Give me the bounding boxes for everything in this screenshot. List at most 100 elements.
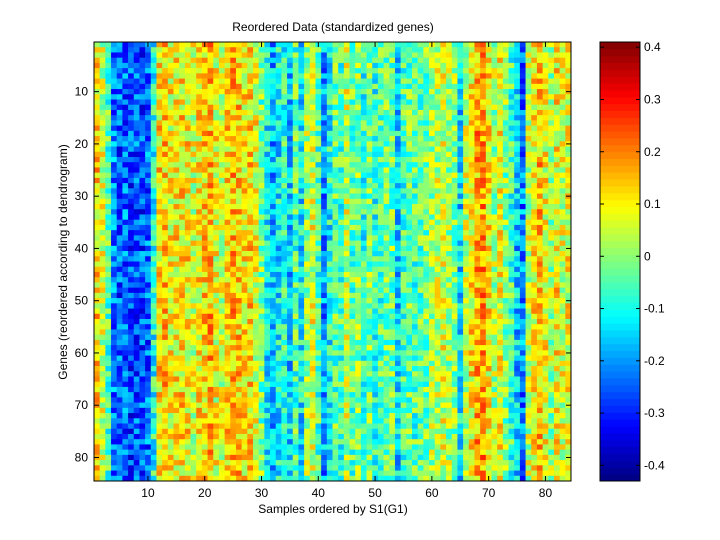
heatmap-cell xyxy=(122,219,129,226)
heatmap-cell xyxy=(383,83,390,90)
heatmap-cell xyxy=(298,204,305,210)
heatmap-cell xyxy=(338,345,345,351)
heatmap-cell xyxy=(309,172,316,179)
heatmap-cell xyxy=(218,266,225,273)
heatmap-cell xyxy=(377,266,384,273)
heatmap-cell xyxy=(139,167,146,174)
heatmap-cell xyxy=(553,130,560,137)
heatmap-cell xyxy=(394,156,401,163)
heatmap-cell xyxy=(491,78,498,85)
heatmap-cell xyxy=(247,57,254,64)
heatmap-cell xyxy=(559,209,566,215)
heatmap-cell xyxy=(128,224,135,231)
heatmap-cell xyxy=(156,251,163,257)
heatmap-cell xyxy=(235,350,242,356)
heatmap-cell xyxy=(179,266,186,273)
heatmap-cell xyxy=(565,235,572,241)
heatmap-cell xyxy=(315,350,322,356)
heatmap-cell xyxy=(122,198,129,205)
heatmap-cell xyxy=(298,224,305,231)
heatmap-cell xyxy=(565,240,572,247)
heatmap-cell xyxy=(355,188,362,194)
heatmap-cell xyxy=(218,230,225,236)
heatmap-cell xyxy=(366,83,373,90)
heatmap-cell xyxy=(326,151,333,158)
heatmap-cell xyxy=(377,235,384,241)
heatmap-cell xyxy=(201,78,208,85)
heatmap-cell xyxy=(145,188,152,194)
heatmap-cell xyxy=(213,115,220,121)
heatmap-cell xyxy=(275,156,282,163)
heatmap-cell xyxy=(542,240,549,247)
heatmap-cell xyxy=(542,198,549,205)
heatmap-cell xyxy=(213,151,220,158)
heatmap-cell xyxy=(253,256,260,262)
heatmap-cell xyxy=(485,219,492,226)
heatmap-cell xyxy=(457,240,464,247)
heatmap-cell xyxy=(111,73,118,79)
heatmap-cell xyxy=(343,261,350,268)
heatmap-cell xyxy=(298,209,305,215)
heatmap-cell xyxy=(190,230,197,236)
heatmap-cell xyxy=(145,219,152,226)
heatmap-cell xyxy=(326,334,333,341)
heatmap-cell xyxy=(315,130,322,137)
heatmap-cell xyxy=(287,251,294,257)
heatmap-cell xyxy=(196,151,203,158)
heatmap-cell xyxy=(474,141,481,147)
heatmap-cell xyxy=(287,89,294,95)
heatmap-cell xyxy=(224,146,231,153)
heatmap-cell xyxy=(451,251,458,257)
heatmap-cell xyxy=(502,162,509,168)
heatmap-cell xyxy=(287,47,294,53)
heatmap-cell xyxy=(360,68,367,74)
heatmap-cell xyxy=(315,47,322,53)
heatmap-cell xyxy=(116,308,123,315)
heatmap-cell xyxy=(99,235,106,241)
heatmap-cell xyxy=(525,345,532,351)
heatmap-cell xyxy=(446,329,453,336)
heatmap-cell xyxy=(150,282,157,288)
heatmap-cell xyxy=(207,57,214,64)
heatmap-cell xyxy=(173,261,180,268)
heatmap-cell xyxy=(298,57,305,64)
heatmap-cell xyxy=(332,83,339,90)
heatmap-cell xyxy=(508,308,515,315)
heatmap-cell xyxy=(111,156,118,163)
heatmap-cell xyxy=(116,57,123,64)
heatmap-cell xyxy=(315,235,322,241)
heatmap-cell xyxy=(423,89,430,95)
heatmap-cell xyxy=(400,271,407,278)
heatmap-cell xyxy=(224,271,231,278)
heatmap-cell xyxy=(446,57,453,64)
heatmap-cell xyxy=(94,345,101,351)
heatmap-cell xyxy=(139,115,146,121)
heatmap-cell xyxy=(179,47,186,53)
heatmap-cell xyxy=(150,214,157,221)
heatmap-cell xyxy=(508,47,515,53)
heatmap-cell xyxy=(116,130,123,137)
heatmap-cell xyxy=(343,324,350,330)
heatmap-cell xyxy=(218,141,225,147)
heatmap-cell xyxy=(122,47,129,53)
heatmap-cell xyxy=(360,162,367,168)
heatmap-cell xyxy=(502,130,509,137)
heatmap-cell xyxy=(553,240,560,247)
heatmap-cell xyxy=(536,318,543,325)
heatmap-cell xyxy=(383,339,390,346)
heatmap-cell xyxy=(565,282,572,288)
heatmap-cell xyxy=(150,292,157,299)
heatmap-cell xyxy=(423,62,430,69)
heatmap-cell xyxy=(94,62,101,69)
heatmap-cell xyxy=(463,151,470,158)
heatmap-cell xyxy=(235,120,242,126)
heatmap-cell xyxy=(491,235,498,241)
heatmap-cell xyxy=(190,318,197,325)
heatmap-cell xyxy=(179,224,186,231)
heatmap-cell xyxy=(531,230,538,236)
heatmap-cell xyxy=(349,162,356,168)
heatmap-cell xyxy=(292,193,299,200)
heatmap-cell xyxy=(485,298,492,304)
heatmap-cell xyxy=(565,334,572,341)
heatmap-cell xyxy=(394,292,401,299)
